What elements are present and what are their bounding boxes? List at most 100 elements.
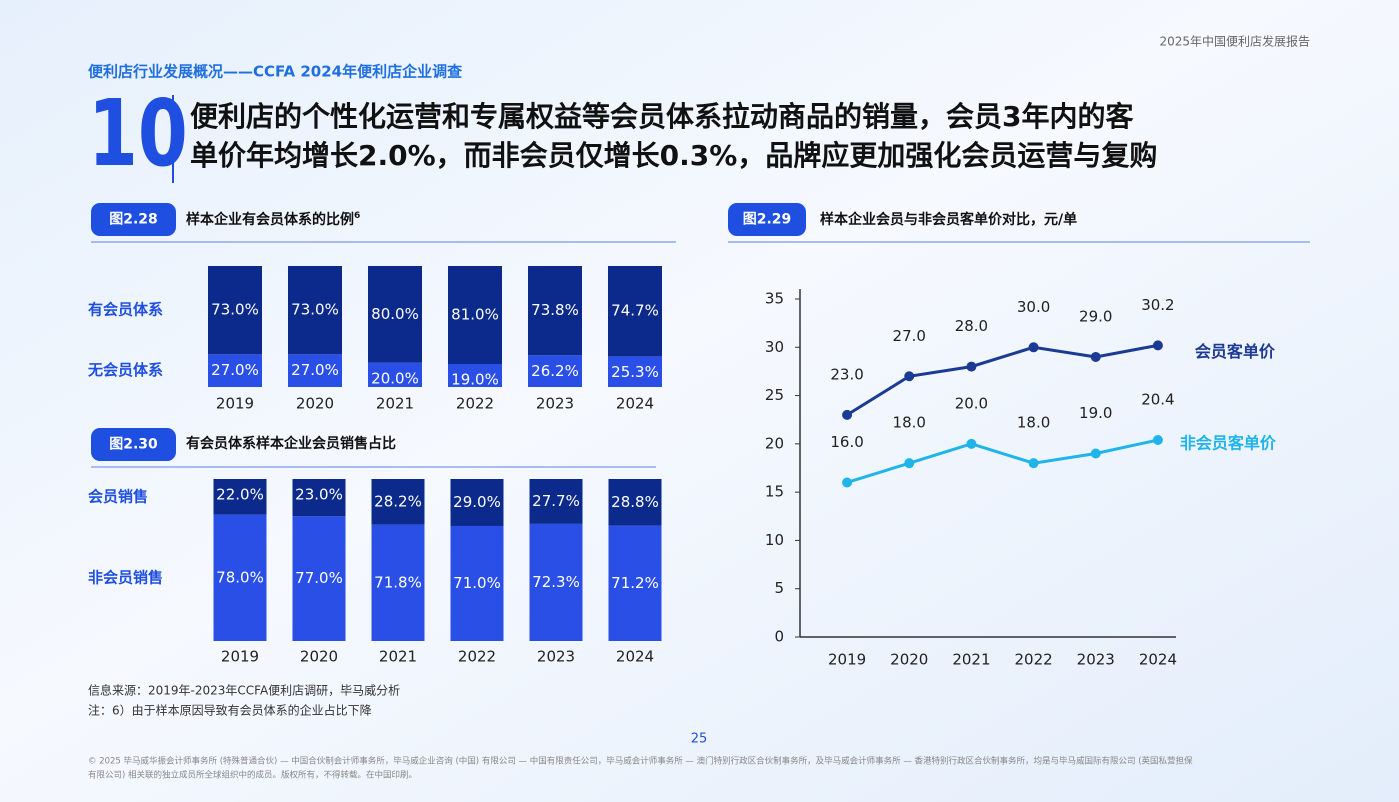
- value-label: 28.8%: [611, 493, 659, 511]
- y-tick-label: 30: [765, 338, 784, 356]
- value-label: 22.0%: [216, 486, 264, 504]
- figure-pill: [728, 203, 806, 236]
- x-tick-label: 2023: [1077, 651, 1115, 669]
- bar-segment: [288, 266, 342, 355]
- point: [904, 458, 915, 469]
- value-label: 23.0%: [295, 486, 343, 504]
- copyright: © 2025 毕马威华振会计师事务所 (特殊普通合伙) — 中国合伙制会计师事务…: [88, 756, 1193, 767]
- page-number-big: 10: [88, 80, 188, 187]
- copyright: 有限公司) 相关联的独立成员所全球组织中的成员。版权所有，不得转载。在中国印刷。: [88, 770, 417, 781]
- value-label: 25.3%: [611, 363, 659, 381]
- bar-segment: [448, 364, 502, 387]
- value-label: 19.0: [1079, 404, 1112, 422]
- bar-segment: [213, 479, 267, 515]
- figure-pill: [91, 428, 176, 461]
- value-label: 30.2: [1141, 296, 1174, 314]
- bar-segment: [608, 266, 662, 357]
- source: 信息来源：2019年-2023年CCFA便利店调研，毕马威分析: [88, 683, 400, 698]
- point: [842, 477, 853, 488]
- point: [904, 371, 915, 382]
- value-label: 28.0: [955, 317, 988, 335]
- value-label: 77.0%: [295, 569, 343, 587]
- point: [1028, 342, 1039, 353]
- chart-title-text: 有会员体系样本企业会员销售占比: [186, 435, 396, 452]
- x-tick-label: 2023: [536, 395, 574, 413]
- bar-segment: [529, 523, 583, 641]
- bar-segment: [371, 479, 425, 525]
- x-tick-label: 2020: [296, 395, 334, 413]
- y-tick-label: 15: [765, 483, 784, 501]
- x-tick-label: 2021: [952, 651, 990, 669]
- y-tick-label: 20: [765, 434, 784, 452]
- value-label: 20.0%: [371, 369, 419, 387]
- point: [1090, 351, 1101, 362]
- bar-segment: [368, 362, 422, 387]
- x-tick-label: 2022: [1014, 651, 1052, 669]
- value-label: 18.0: [1017, 414, 1050, 432]
- bar-segment: [208, 266, 262, 355]
- value-label: 23.0: [830, 365, 863, 383]
- line: [846, 343, 1159, 417]
- value-label: 71.0%: [453, 574, 501, 592]
- value-label: 73.0%: [291, 301, 339, 319]
- headline: 单价年均增长2.0%，而非会员仅增长0.3%，品牌应更加强化会员运营与复购: [190, 139, 1157, 172]
- bar-segment: [608, 479, 662, 526]
- x-tick-label: 2024: [1139, 651, 1177, 669]
- value-label: 26.2%: [531, 362, 579, 380]
- x-tick-label: 2021: [376, 395, 414, 413]
- value-label: 29.0%: [453, 493, 501, 511]
- bar-segment: [292, 479, 346, 517]
- bar-segment: [448, 266, 502, 365]
- value-label: 71.8%: [374, 573, 422, 591]
- point: [842, 409, 853, 420]
- x-tick-label: 2019: [221, 648, 259, 666]
- chart-title: 样本企业有会员体系的比例6: [186, 211, 360, 229]
- value-label: 27.0%: [291, 361, 339, 379]
- bar-segment: [608, 356, 662, 387]
- point: [1090, 448, 1101, 459]
- value-label: 19.0%: [451, 371, 499, 389]
- y-tick-label: 35: [765, 290, 784, 308]
- value-label: 73.0%: [211, 301, 259, 319]
- value-label: 30.0: [1017, 298, 1050, 316]
- bar-segment: [528, 266, 582, 356]
- bar-segment: [450, 525, 504, 641]
- bar-segment: [371, 524, 425, 641]
- bar-segment: [292, 516, 346, 641]
- x-tick-label: 2019: [216, 395, 254, 413]
- footnote-ref: 6: [354, 211, 360, 221]
- bar-segment: [213, 514, 267, 641]
- value-label: 27.7%: [532, 492, 580, 510]
- value-label: 27.0: [893, 327, 926, 345]
- legend-label: 非会员销售: [88, 568, 163, 586]
- value-label: 18.0: [893, 414, 926, 432]
- x-tick-label: 2024: [616, 648, 654, 666]
- bar-segment: [450, 479, 504, 526]
- value-label: 27.0%: [211, 361, 259, 379]
- value-label: 72.3%: [532, 573, 580, 591]
- figure-number: 图2.29: [743, 212, 792, 228]
- value-label: 20.0: [955, 394, 988, 412]
- value-label: 74.7%: [611, 302, 659, 320]
- note: 注：6）由于样本原因导致有会员体系的企业占比下降: [88, 703, 372, 718]
- x-tick-label: 2022: [456, 395, 494, 413]
- value-label: 80.0%: [371, 305, 419, 323]
- value-label: 73.8%: [531, 301, 579, 319]
- x-tick-label: 2019: [828, 651, 866, 669]
- legend-label: 会员销售: [88, 487, 148, 505]
- value-label: 71.2%: [611, 574, 659, 592]
- value-label: 78.0%: [216, 568, 264, 586]
- y-tick-label: 0: [774, 628, 784, 646]
- x-tick-label: 2020: [890, 651, 928, 669]
- legend-label: 有会员体系: [88, 301, 163, 319]
- bar-segment: [368, 266, 422, 363]
- value-label: 81.0%: [451, 306, 499, 324]
- value-label: 16.0: [830, 433, 863, 451]
- y-tick-label: 5: [774, 579, 784, 597]
- point: [966, 361, 977, 372]
- report-name: 2025年中国便利店发展报告: [1159, 34, 1310, 49]
- legend-label: 无会员体系: [87, 361, 163, 379]
- bar-segment: [529, 479, 583, 524]
